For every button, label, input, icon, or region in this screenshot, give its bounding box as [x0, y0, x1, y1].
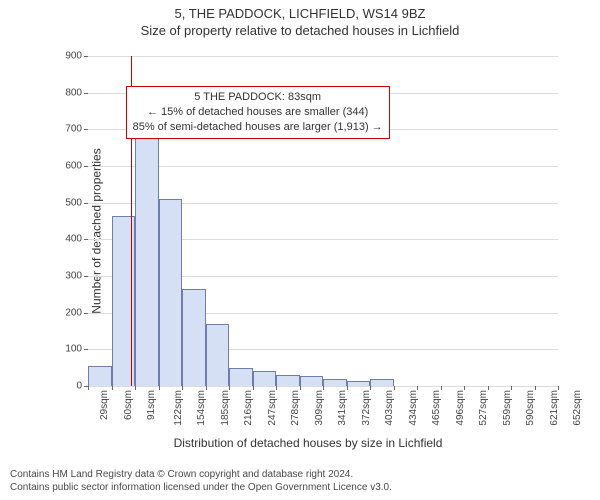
y-tick-label: 500 [65, 197, 82, 208]
x-tick-label: 496sqm [454, 390, 465, 426]
histogram-bar [206, 324, 230, 386]
x-tick-label: 185sqm [219, 390, 230, 426]
footer-line-1: Contains HM Land Registry data © Crown c… [10, 468, 392, 481]
y-tick-mark [84, 239, 88, 240]
x-tick-label: 216sqm [243, 390, 254, 426]
x-tick-mark [370, 386, 371, 390]
histogram-bar [88, 366, 112, 386]
histogram-bar [300, 376, 324, 386]
y-tick-mark [84, 276, 88, 277]
x-tick-mark [182, 386, 183, 390]
x-tick-mark [135, 386, 136, 390]
y-tick-label: 300 [65, 271, 82, 282]
x-tick-label: 309sqm [313, 390, 324, 426]
x-tick-label: 29sqm [99, 390, 110, 420]
x-tick-label: 527sqm [478, 390, 489, 426]
x-tick-mark [347, 386, 348, 390]
plot-area: 010020030040050060070080090029sqm60sqm91… [88, 56, 558, 387]
histogram-bar [370, 379, 394, 386]
x-tick-label: 652sqm [572, 390, 583, 426]
footer-attribution: Contains HM Land Registry data © Crown c… [10, 468, 392, 494]
x-tick-mark [253, 386, 254, 390]
x-tick-mark [159, 386, 160, 390]
x-tick-mark [112, 386, 113, 390]
chart-container: Number of detached properties 0100200300… [48, 46, 568, 416]
histogram-bar [347, 381, 371, 387]
y-tick-label: 0 [76, 381, 82, 392]
x-tick-label: 122sqm [172, 390, 183, 426]
y-tick-mark [84, 93, 88, 94]
x-tick-label: 403sqm [384, 390, 395, 426]
x-tick-label: 559sqm [501, 390, 512, 426]
x-tick-label: 91sqm [146, 390, 157, 420]
histogram-bar [323, 379, 347, 386]
gridline [88, 166, 558, 167]
y-tick-label: 800 [65, 87, 82, 98]
x-axis-label: Distribution of detached houses by size … [48, 436, 568, 450]
x-tick-label: 465sqm [431, 390, 442, 426]
histogram-bar [253, 371, 277, 386]
x-tick-label: 278sqm [290, 390, 301, 426]
x-tick-mark [488, 386, 489, 390]
y-tick-label: 700 [65, 124, 82, 135]
x-tick-label: 621sqm [548, 390, 559, 426]
x-tick-label: 590sqm [525, 390, 536, 426]
y-tick-mark [84, 203, 88, 204]
annotation-line: ← 15% of detached houses are smaller (34… [133, 105, 383, 120]
y-tick-mark [84, 56, 88, 57]
x-tick-mark [229, 386, 230, 390]
annotation-box: 5 THE PADDOCK: 83sqm← 15% of detached ho… [126, 86, 390, 139]
y-tick-label: 900 [65, 51, 82, 62]
y-tick-mark [84, 349, 88, 350]
x-tick-mark [417, 386, 418, 390]
chart-title-block: 5, THE PADDOCK, LICHFIELD, WS14 9BZ Size… [0, 0, 600, 38]
y-tick-mark [84, 166, 88, 167]
y-tick-label: 100 [65, 344, 82, 355]
gridline [88, 56, 558, 57]
histogram-bar [159, 199, 183, 386]
x-tick-mark [300, 386, 301, 390]
x-tick-mark [394, 386, 395, 390]
x-tick-mark [441, 386, 442, 390]
x-tick-mark [88, 386, 89, 390]
histogram-bar [229, 368, 253, 386]
histogram-bar [276, 375, 300, 386]
title-line-2: Size of property relative to detached ho… [0, 23, 600, 38]
annotation-line: 5 THE PADDOCK: 83sqm [133, 90, 383, 105]
histogram-bar [135, 131, 159, 386]
y-tick-label: 400 [65, 234, 82, 245]
x-tick-label: 434sqm [407, 390, 418, 426]
x-tick-mark [276, 386, 277, 390]
x-tick-mark [323, 386, 324, 390]
x-tick-mark [464, 386, 465, 390]
x-tick-label: 247sqm [266, 390, 277, 426]
histogram-bar [182, 289, 206, 386]
title-line-1: 5, THE PADDOCK, LICHFIELD, WS14 9BZ [0, 6, 600, 21]
x-tick-mark [511, 386, 512, 390]
y-tick-mark [84, 313, 88, 314]
x-tick-label: 341sqm [337, 390, 348, 426]
footer-line-2: Contains public sector information licen… [10, 481, 392, 494]
x-tick-label: 154sqm [196, 390, 207, 426]
x-tick-mark [206, 386, 207, 390]
x-tick-label: 372sqm [360, 390, 371, 426]
x-tick-mark [558, 386, 559, 390]
y-tick-label: 600 [65, 161, 82, 172]
x-tick-mark [535, 386, 536, 390]
y-tick-mark [84, 129, 88, 130]
x-tick-label: 60sqm [123, 390, 134, 420]
annotation-line: 85% of semi-detached houses are larger (… [133, 120, 383, 135]
y-tick-label: 200 [65, 307, 82, 318]
